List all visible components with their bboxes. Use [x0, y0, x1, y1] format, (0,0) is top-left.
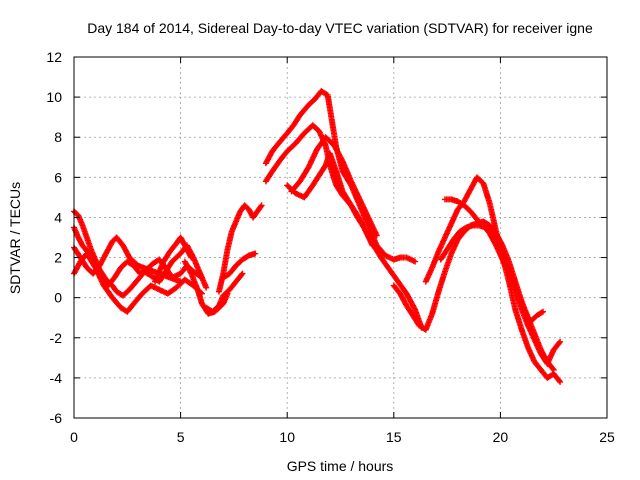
data-point: [549, 365, 556, 372]
x-tick-label: 5: [177, 429, 185, 445]
y-tick-label: 12: [46, 49, 62, 65]
x-tick-label: 0: [70, 429, 78, 445]
data-point: [557, 378, 564, 385]
data-point: [538, 309, 545, 316]
series-track-7: [203, 270, 246, 315]
data-point: [556, 339, 563, 346]
data-point: [239, 270, 246, 277]
data-point: [412, 258, 419, 265]
data-point: [177, 278, 184, 285]
axis-ticks: 0 5 10 15 20 25 -6 -4 -2 0 2 4 6 8 10 12: [46, 49, 615, 445]
data-point: [258, 202, 265, 209]
data-point: [188, 254, 195, 261]
series-track-13: [288, 134, 380, 239]
y-tick-label: -2: [50, 330, 63, 346]
y-tick-label: -6: [50, 410, 63, 426]
y-tick-label: 6: [54, 169, 62, 185]
x-axis-label: GPS time / hours: [287, 458, 394, 474]
y-tick-label: -4: [50, 370, 63, 386]
data-point: [257, 203, 264, 210]
data-point: [203, 284, 210, 291]
data-point: [238, 271, 245, 278]
series-track-5: [152, 234, 195, 285]
series-track-4: [71, 234, 184, 285]
series-track-8: [220, 250, 259, 281]
y-tick-label: 8: [54, 129, 62, 145]
y-tick-label: 2: [54, 250, 62, 266]
data-point: [197, 273, 204, 280]
data-point: [373, 232, 380, 239]
data-points: [71, 88, 564, 385]
data-point: [557, 338, 564, 345]
data-point: [252, 250, 259, 257]
plot-frame: [73, 56, 608, 419]
series-track-17: [437, 222, 547, 325]
y-tick-label: 0: [54, 290, 62, 306]
x-tick-label: 10: [279, 429, 295, 445]
data-point: [198, 274, 205, 281]
y-tick-label: 10: [46, 89, 62, 105]
x-tick-label: 15: [386, 429, 402, 445]
data-point: [556, 377, 563, 384]
data-point: [540, 308, 547, 315]
y-tick-label: 4: [54, 209, 62, 225]
x-tick-label: 20: [493, 429, 509, 445]
chart-title: Day 184 of 2014, Sidereal Day-to-day VTE…: [87, 20, 593, 36]
x-tick-label: 25: [599, 429, 615, 445]
series-track-9: [215, 202, 265, 295]
y-axis-label: SDTVAR / TECUs: [7, 182, 23, 294]
